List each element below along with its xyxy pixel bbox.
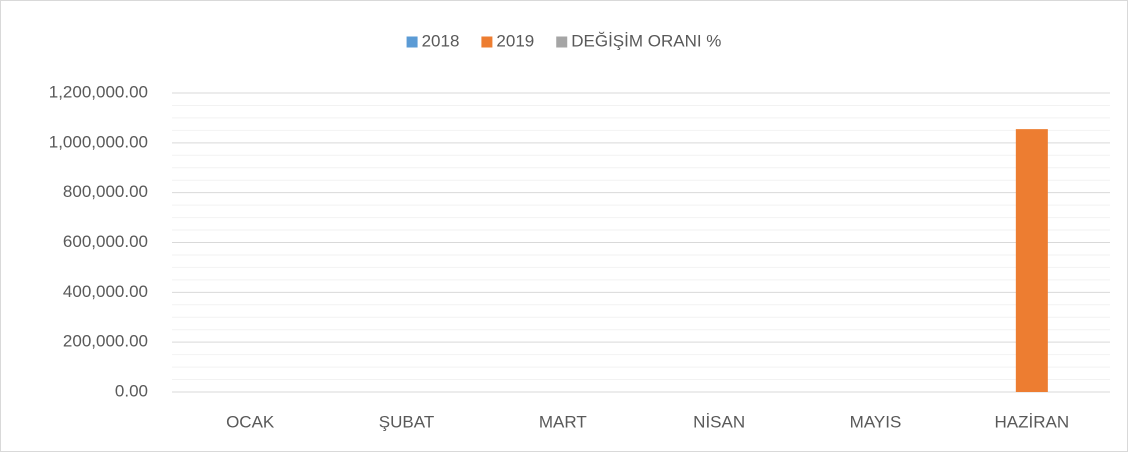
- legend-swatch: [406, 36, 418, 48]
- x-tick-label: MAYIS: [850, 412, 902, 431]
- bar: [1015, 129, 1048, 393]
- y-tick-label: 600,000.00: [63, 232, 148, 251]
- y-tick-label: 400,000.00: [63, 282, 148, 301]
- legend-swatch: [556, 36, 568, 48]
- legend-label: DEĞİŞİM ORANI %: [571, 31, 721, 50]
- grid: [172, 92, 1110, 393]
- legend-label: 2018: [422, 31, 460, 50]
- y-tick-label: 1,000,000.00: [49, 132, 148, 151]
- legend-swatch: [481, 36, 493, 48]
- x-tick-label: MART: [539, 412, 587, 431]
- marks: [1015, 129, 1048, 393]
- legend-label: 2019: [496, 31, 534, 50]
- y-tick-label: 800,000.00: [63, 182, 148, 201]
- x-tick-label: NİSAN: [693, 412, 745, 431]
- x-tick-label: OCAK: [226, 412, 275, 431]
- y-tick-label: 200,000.00: [63, 332, 148, 351]
- y-tick-label: 0.00: [115, 381, 148, 400]
- labels: 0.00 200,000.00 400,000.00 600,000.00 800,00…: [49, 31, 1069, 431]
- x-tick-label: ŞUBAT: [379, 412, 434, 431]
- x-tick-label: HAZİRAN: [995, 412, 1070, 431]
- y-tick-label: 1,200,000.00: [49, 82, 148, 101]
